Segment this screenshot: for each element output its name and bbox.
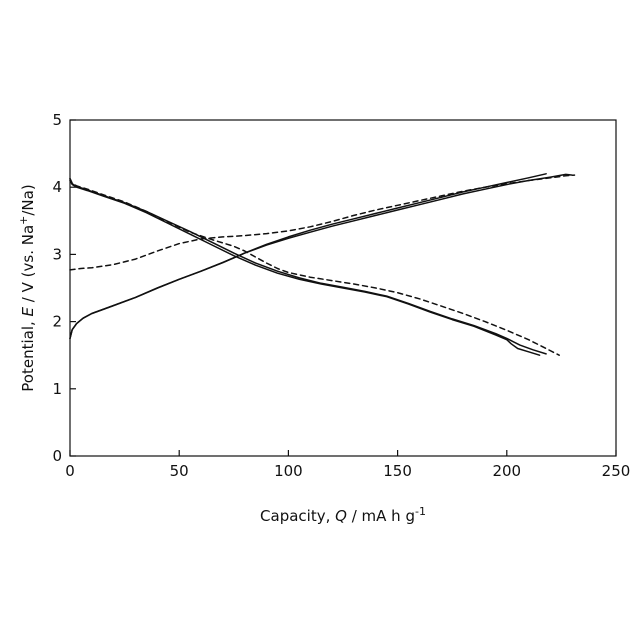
x-axis-label-units: / mA h g (347, 507, 415, 525)
y-tick-label: 3 (52, 245, 62, 263)
x-tick-label: 100 (274, 462, 303, 480)
series-line-5 (70, 179, 546, 354)
y-ticks: 0 1 2 3 4 5 (52, 111, 76, 465)
series-line-3 (70, 175, 575, 270)
x-axis-label-symbol: Q (335, 507, 347, 525)
x-tick-label: 200 (492, 462, 521, 480)
x-axis-label: Capacity, Q / mA h g-1 (260, 505, 426, 525)
y-tick-label: 4 (52, 178, 62, 196)
y-tick-label: 2 (52, 313, 62, 331)
y-tick-label: 5 (52, 111, 62, 129)
x-tick-label: 50 (170, 462, 189, 480)
x-axis-label-prefix: Capacity, (260, 507, 335, 525)
x-tick-label: 150 (383, 462, 412, 480)
y-axis-label-prefix: Potential, (19, 316, 37, 391)
x-ticks: 0 50 100 150 200 250 (65, 450, 630, 480)
y-axis-label-units-after: /Na) (19, 184, 37, 215)
x-tick-label: 0 (65, 462, 75, 480)
y-tick-label: 0 (52, 447, 62, 465)
y-axis-label-units-before: / V (vs. Na (19, 225, 37, 307)
series-line-2 (70, 174, 546, 339)
series-layer (70, 174, 575, 355)
y-axis-label: Potential, E / V (vs. Na+/Na) (17, 184, 37, 391)
x-axis-label-superscript: -1 (415, 505, 426, 518)
y-tick-label: 1 (52, 380, 62, 398)
series-line-4 (70, 181, 540, 356)
series-line-6 (70, 179, 559, 356)
x-tick-label: 250 (602, 462, 631, 480)
series-line-1 (70, 174, 572, 338)
y-axis-label-superscript: + (17, 216, 30, 225)
